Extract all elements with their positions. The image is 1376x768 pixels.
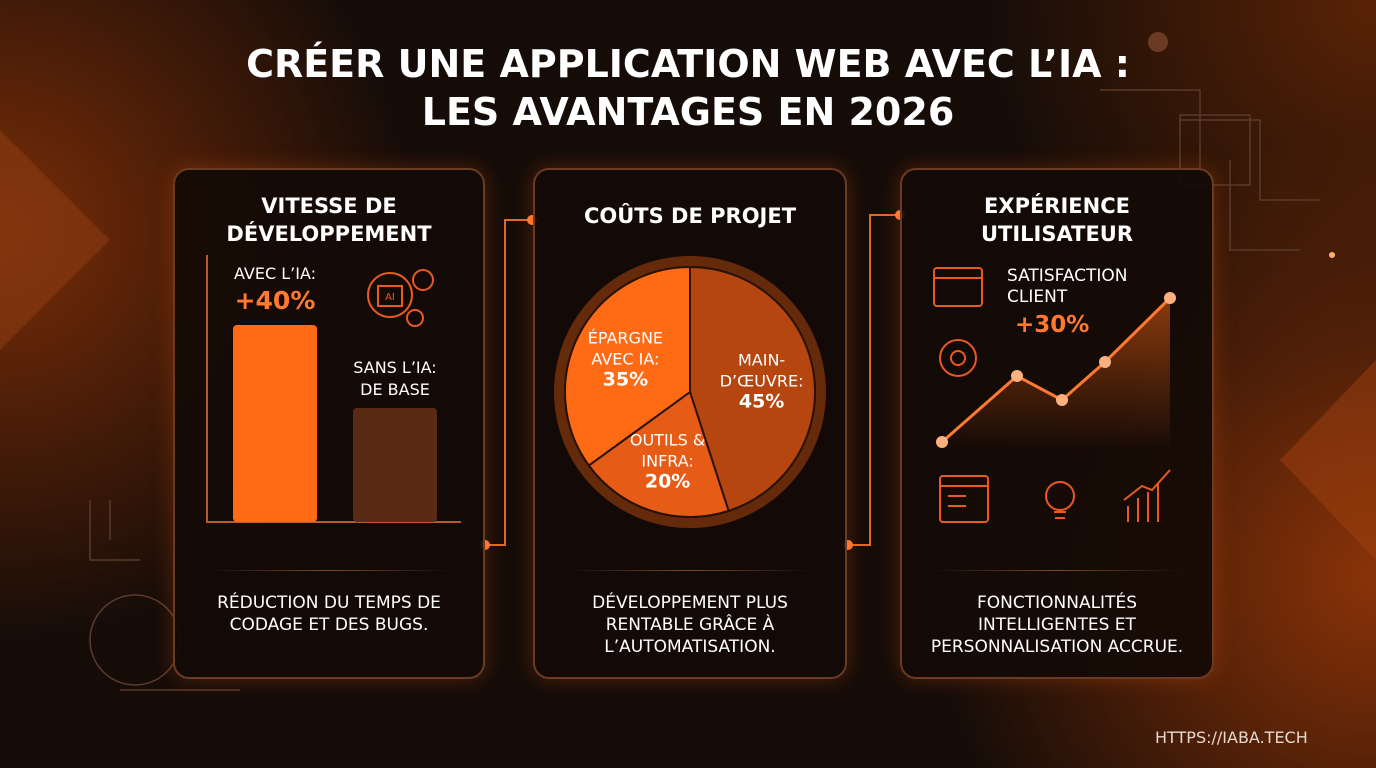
caption-line: L’AUTOMATISATION. (604, 637, 776, 657)
pie-chart (554, 256, 826, 528)
bar-label: AVEC L’IA: (233, 264, 316, 283)
connector (485, 214, 900, 546)
bar-label: DE BASE (360, 380, 430, 399)
panel-costs: COÛTS DE PROJET DÉVELOPPEMENT PLUS RENTAB… (533, 168, 847, 679)
title-line: UTILISATEUR (980, 222, 1134, 246)
slice-value: 45% (738, 390, 785, 413)
pie-slice (587, 390, 730, 518)
caption-line: DÉVELOPPEMENT PLUS (592, 593, 788, 613)
panel-title: VITESSE DE DÉVELOPPEMENT (175, 192, 483, 248)
caption: RÉDUCTION DU TEMPS DE CODAGE ET DES BUGS. (175, 592, 483, 636)
trend-dots (936, 292, 1176, 448)
panel-ux: EXPÉRIENCE UTILISATEUR SATISFACTION CLIENT… (900, 168, 1214, 679)
slice-category: OUTILS & INFRA: (629, 430, 706, 471)
bar-label: SANS L’IA: (353, 358, 437, 377)
bar (353, 408, 437, 522)
pie-glow (554, 256, 826, 528)
slice-label: ÉPARGNE AVEC IA: 35% (570, 328, 680, 391)
metric-label: SATISFACTION CLIENT (1007, 266, 1128, 308)
decor-dot (1329, 252, 1335, 258)
caption: FONCTIONNALITÉS INTELLIGENTES ET PERSONNAL… (902, 592, 1212, 658)
title-line: VITESSE DE (261, 194, 397, 218)
panel-title: COÛTS DE PROJET (535, 202, 845, 230)
area (942, 298, 1170, 450)
title: CRÉER UNE APPLICATION WEB AVEC L’IA : LES… (0, 40, 1376, 136)
slice-value: 35% (602, 368, 649, 391)
footer-url: HTTPS://IABA.TECH (1155, 728, 1308, 747)
caption-line: PERSONNALISATION ACCRUE. (930, 637, 1184, 657)
caption-line: CODAGE ET DES BUGS. (229, 615, 429, 635)
decor-dot (1148, 32, 1168, 52)
metric-value: +30% (1015, 312, 1090, 338)
slice-value: 20% (644, 470, 691, 493)
slice-label: MAIN-D’ŒUVRE: 45% (707, 349, 817, 412)
bar-visual: AI (206, 255, 461, 523)
caption-line: INTELLIGENTES ET (978, 615, 1136, 635)
title-line: LES AVANTAGES EN 2026 (421, 90, 955, 134)
pie-slice (689, 265, 816, 513)
caption-line: RÉDUCTION DU TEMPS DE (217, 593, 441, 613)
title-line: COÛTS DE PROJET (583, 204, 797, 228)
icons (933, 267, 1171, 523)
caption-line: FONCTIONNALITÉS (977, 593, 1137, 613)
line-visual (933, 267, 1176, 523)
chip-label: AI (385, 292, 395, 303)
decor-shape (0, 130, 110, 350)
metric-line: CLIENT (1007, 287, 1068, 307)
caption: DÉVELOPPEMENT PLUS RENTABLE GRÂCE À L’AUTO… (535, 592, 845, 658)
title-line: DÉVELOPPEMENT (226, 222, 432, 246)
caption-line: RENTABLE GRÂCE À (605, 615, 775, 635)
pie-slice (564, 265, 691, 467)
bar-value: +40% (234, 286, 316, 315)
slice-category: MAIN-D’ŒUVRE: (719, 350, 804, 391)
bar (233, 325, 317, 522)
decor-shape (1280, 360, 1376, 560)
panel-speed: VITESSE DE DÉVELOPPEMENT AI AVEC L’IA: +4… (173, 168, 485, 679)
slice-label: OUTILS & INFRA: 20% (613, 429, 723, 492)
title-line: CRÉER UNE APPLICATION WEB AVEC L’IA : (246, 42, 1130, 86)
panel-title: EXPÉRIENCE UTILISATEUR (902, 192, 1212, 248)
title-line: EXPÉRIENCE (984, 194, 1130, 218)
metric-line: SATISFACTION (1007, 266, 1128, 286)
separator (932, 570, 1182, 571)
separator (205, 570, 453, 571)
separator (565, 570, 815, 571)
ai-icon (367, 269, 434, 327)
slice-category: ÉPARGNE AVEC IA: (587, 328, 664, 369)
